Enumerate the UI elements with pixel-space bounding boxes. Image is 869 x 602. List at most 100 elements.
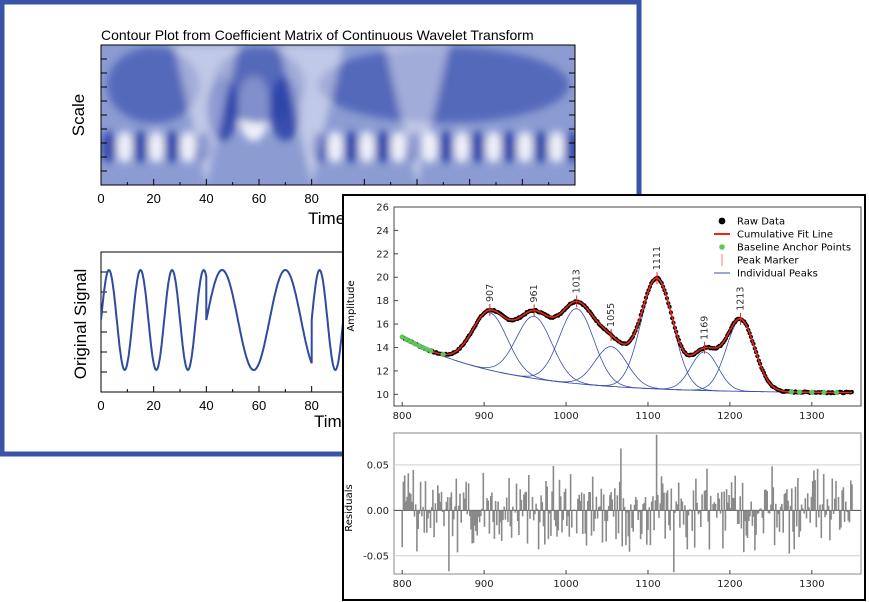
baseline-anchor-points xyxy=(399,334,840,396)
x-tick-label: 60 xyxy=(252,191,266,206)
contour-trough xyxy=(101,131,117,163)
fit-y-axis-label: Amplitude xyxy=(346,280,357,331)
baseline-anchor-point xyxy=(809,389,815,395)
contour-crest xyxy=(453,131,470,163)
individual-peak-1055 xyxy=(540,346,682,391)
x-tick-label: 1000 xyxy=(553,579,578,590)
baseline-anchor-point xyxy=(424,346,430,352)
baseline-anchor-point xyxy=(407,338,413,345)
peak-label: 1213 xyxy=(736,287,747,311)
contour-boundary xyxy=(280,45,344,185)
cumulative-fit-line xyxy=(401,277,852,394)
y-tick-label: -0.05 xyxy=(363,551,389,562)
peak-label: 1055 xyxy=(606,303,617,327)
residual-plot-frame xyxy=(393,432,862,575)
residual-bars xyxy=(401,434,853,573)
contour-lobe xyxy=(317,47,569,123)
baseline-anchor-point xyxy=(833,389,840,396)
fit-plot-frame xyxy=(393,206,862,407)
legend-fit-line: Cumulative Fit Line xyxy=(737,230,833,241)
fit-legend: Raw Data Cumulative Fit Line Baseline An… xyxy=(714,217,851,280)
contour-y-axis-label: Scale xyxy=(69,94,88,137)
contour-trough xyxy=(343,131,360,163)
y-tick-label: 22 xyxy=(376,249,389,260)
contour-crest xyxy=(116,131,133,163)
residual-x-ticks: 800 900 1000 1100 1200 1300 xyxy=(393,570,825,590)
contour-trough xyxy=(374,131,391,163)
legend-anchor-points: Baseline Anchor Points xyxy=(737,243,851,254)
contour-crest xyxy=(548,131,565,163)
contour-lobe xyxy=(212,47,306,123)
baseline-anchor-point xyxy=(420,344,426,351)
x-tick-label: 80 xyxy=(304,398,318,413)
signal-y-ticks xyxy=(101,271,107,373)
contour-field xyxy=(101,45,575,185)
signal-x-axis-label: Time xyxy=(314,412,351,431)
contour-trough xyxy=(532,131,549,163)
baseline-anchor-point xyxy=(796,389,803,395)
legend-individual-peaks: Individual Peaks xyxy=(737,269,818,280)
x-tick-label: 20 xyxy=(146,191,160,206)
contour-crest xyxy=(485,131,502,163)
x-tick-label: 0 xyxy=(97,398,104,413)
x-tick-label: 900 xyxy=(475,411,494,422)
x-tick-label: 800 xyxy=(393,579,412,590)
signal-y-axis-label: Original Signal xyxy=(71,269,90,380)
baseline-anchor-point xyxy=(403,336,409,342)
contour-title: Contour Plot from Coefficient Matrix of … xyxy=(101,27,534,43)
individual-peak-1169 xyxy=(644,351,764,393)
residual-y-axis-label: Residuals xyxy=(344,484,355,531)
contour-crest xyxy=(327,131,344,163)
peak-label: 1013 xyxy=(572,269,583,293)
x-tick-label: 1300 xyxy=(799,411,824,422)
contour-boundary xyxy=(174,45,238,185)
x-tick-label: 1100 xyxy=(635,579,660,590)
contour-x-ticks: 0 20 40 60 80 xyxy=(97,179,576,206)
contour-crest xyxy=(180,131,196,163)
y-tick-label: 0.05 xyxy=(367,460,389,471)
baseline-anchor-point xyxy=(440,351,446,357)
x-tick-label: 1000 xyxy=(553,411,578,422)
x-tick-label: 0 xyxy=(97,191,104,206)
legend-raw-data: Raw Data xyxy=(737,217,785,228)
baseline-curve xyxy=(401,336,852,393)
baseline-anchor-point xyxy=(821,389,827,395)
peak-label: 907 xyxy=(485,284,496,302)
baseline-anchor-point xyxy=(411,340,418,347)
legend-raw-data-symbol xyxy=(718,217,726,225)
contour-crest xyxy=(148,131,165,163)
baseline-anchor-point xyxy=(415,342,422,349)
y-tick-label: 24 xyxy=(376,226,389,237)
y-tick-label: 14 xyxy=(376,343,389,354)
baseline-anchor-point xyxy=(399,334,405,340)
x-tick-label: 40 xyxy=(199,398,213,413)
y-tick-label: 12 xyxy=(376,366,389,377)
residual-y-ticks: 0.05 0.00 -0.05 xyxy=(363,460,389,562)
x-tick-label: 20 xyxy=(146,398,160,413)
legend-peak-marker: Peak Marker xyxy=(737,256,799,267)
fit-x-ticks: 800 900 1000 1100 1200 1300 xyxy=(393,402,825,422)
contour-trough xyxy=(469,131,486,163)
contour-crest xyxy=(359,131,375,163)
fit-y-ticks: 10 12 14 16 18 20 22 24 26 xyxy=(376,203,398,401)
peak-label: 1169 xyxy=(700,316,711,340)
y-tick-label: 16 xyxy=(376,320,389,331)
contour-trough xyxy=(501,131,518,163)
y-tick-label: 20 xyxy=(376,273,389,284)
baseline-anchor-point xyxy=(428,348,434,354)
x-tick-label: 1200 xyxy=(717,411,742,422)
contour-trough xyxy=(564,131,575,163)
y-tick-label: 26 xyxy=(376,203,389,214)
contour-crest xyxy=(390,131,407,163)
contour-lobe xyxy=(107,47,201,123)
x-tick-label: 800 xyxy=(393,411,412,422)
legend-anchor-symbol xyxy=(719,244,725,250)
fit-plot: 10 12 14 16 18 20 22 24 26 800 900 1000 1100 1200 130… xyxy=(346,203,862,422)
individual-peak-1013 xyxy=(500,308,652,390)
peakfit-panel: 10 12 14 16 18 20 22 24 26 800 900 1000 1100 1200 130… xyxy=(342,194,866,601)
contour-x-axis-label: Time xyxy=(308,209,345,228)
x-tick-label: 1200 xyxy=(717,579,742,590)
x-tick-label: 1300 xyxy=(799,579,824,590)
contour-plot: 0 20 40 60 80 Scale Time xyxy=(69,44,576,228)
contour-boundary xyxy=(385,45,449,185)
